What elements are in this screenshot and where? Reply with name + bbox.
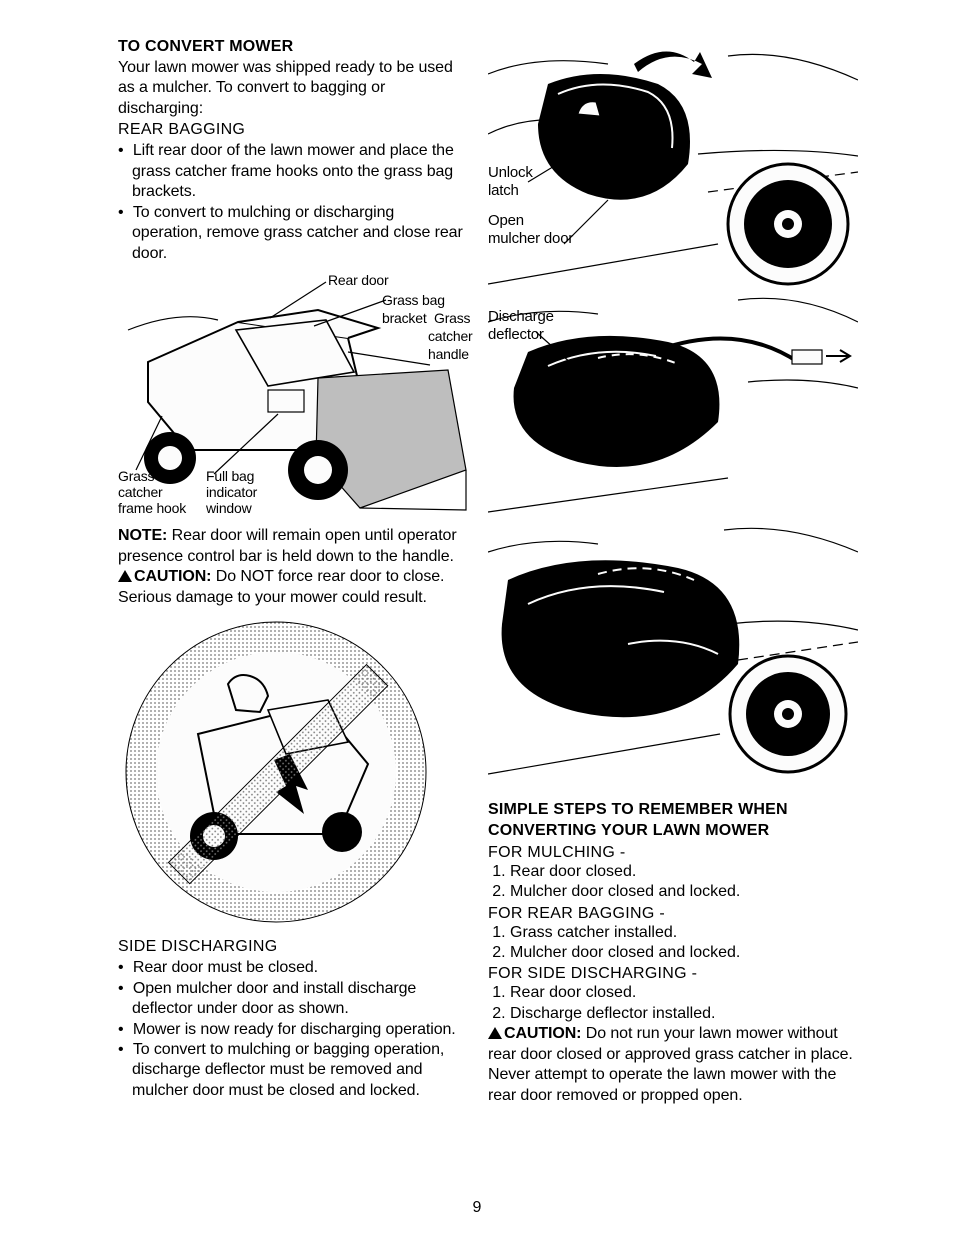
label-grass-l2: catcher (118, 484, 163, 500)
warning-triangle-icon (488, 1027, 502, 1039)
list-item: Mulcher door closed and locked. (510, 943, 858, 963)
label-grass-l1: Grass (118, 468, 154, 484)
label-discharge-l2: deflector (488, 326, 544, 344)
intro-text: Your lawn mower was shipped ready to be … (118, 58, 468, 119)
convert-mower-heading: TO CONVERT MOWER (118, 38, 468, 56)
list-item: Discharge deflector installed. (510, 1004, 858, 1024)
installed-illustration (488, 524, 858, 782)
list-item: Open mulcher door and install discharge … (132, 979, 468, 1020)
label-unlock-l1: Unlock (488, 164, 533, 182)
caution-block-2: CAUTION: Do not run your lawn mower with… (488, 1024, 858, 1106)
list-item: Lift rear door of the lawn mower and pla… (132, 141, 468, 202)
label-grass-l3: frame hook (118, 500, 186, 516)
figure-grass-catcher: Rear door Grass bag bracket Grass catche… (118, 270, 468, 518)
prohibition-illustration (118, 614, 434, 930)
steps-heading-l1: SIMPLE STEPS TO REMEMBER WHEN (488, 801, 788, 818)
figure-prohibition (118, 614, 468, 930)
note-block: NOTE: Rear door will remain open until o… (118, 526, 468, 567)
bagging-list: Grass catcher installed. Mulcher door cl… (488, 923, 858, 964)
figure-discharge-deflector: Discharge deflector (488, 292, 858, 522)
label-grass-bag-bracket-l1: Grass bag (382, 292, 445, 308)
label-fullbag-l2: indicator (206, 484, 257, 500)
list-item: To convert to mulching or discharging op… (132, 203, 468, 264)
left-column: TO CONVERT MOWER Your lawn mower was shi… (118, 38, 468, 1106)
label-fullbag-l1: Full bag (206, 468, 254, 484)
list-item: Rear door must be closed. (132, 958, 468, 978)
side-label: FOR SIDE DISCHARGING - (488, 965, 858, 983)
bagging-label: FOR REAR BAGGING - (488, 905, 858, 923)
note-label: NOTE: (118, 527, 167, 544)
label-rear-door: Rear door (328, 272, 388, 288)
label-grass-catcher-handle-l3: handle (428, 346, 469, 362)
list-item: Mulcher door closed and locked. (510, 882, 858, 902)
label-open-l1: Open (488, 212, 524, 230)
side-discharging-label: SIDE DISCHARGING (118, 938, 468, 956)
mulching-label: FOR MULCHING - (488, 844, 858, 862)
side-list: Rear door closed. Discharge deflector in… (488, 983, 858, 1024)
note-text: Rear door will remain open until operato… (118, 527, 457, 564)
label-grass-catcher-handle-l1: Grass (434, 310, 470, 326)
list-item: Rear door closed. (510, 862, 858, 882)
caution-label-2: CAUTION: (504, 1025, 581, 1042)
list-item: Rear door closed. (510, 983, 858, 1003)
steps-heading-l2: CONVERTING YOUR LAWN MOWER (488, 822, 769, 839)
unlock-illustration (488, 44, 858, 290)
figure-unlock-latch: Unlock latch Open mulcher door (488, 44, 858, 290)
warning-triangle-icon (118, 570, 132, 582)
rear-bagging-list: Lift rear door of the lawn mower and pla… (118, 141, 468, 264)
label-discharge-l1: Discharge (488, 308, 554, 326)
caution-block-1: CAUTION: Do NOT force rear door to close… (118, 567, 468, 608)
label-grass-bag-bracket-l2: bracket (382, 310, 427, 326)
caution-label-1: CAUTION: (134, 568, 211, 585)
mulching-list: Rear door closed. Mulcher door closed an… (488, 862, 858, 903)
steps-heading: SIMPLE STEPS TO REMEMBER WHEN CONVERTING… (488, 800, 858, 842)
label-fullbag-l3: window (206, 500, 252, 516)
side-discharging-list: Rear door must be closed. Open mulcher d… (118, 958, 468, 1101)
list-item: Grass catcher installed. (510, 923, 858, 943)
page-number: 9 (473, 1199, 482, 1217)
figure-installed (488, 524, 858, 782)
rear-bagging-label: REAR BAGGING (118, 121, 468, 139)
right-column: Unlock latch Open mulcher door (488, 38, 858, 1106)
label-grass-catcher-handle-l2: catcher (428, 328, 473, 344)
label-open-l2: mulcher door (488, 230, 573, 248)
list-item: To convert to mulching or bagging operat… (132, 1040, 468, 1101)
label-unlock-l2: latch (488, 182, 519, 200)
list-item: Mower is now ready for discharging opera… (132, 1020, 468, 1040)
